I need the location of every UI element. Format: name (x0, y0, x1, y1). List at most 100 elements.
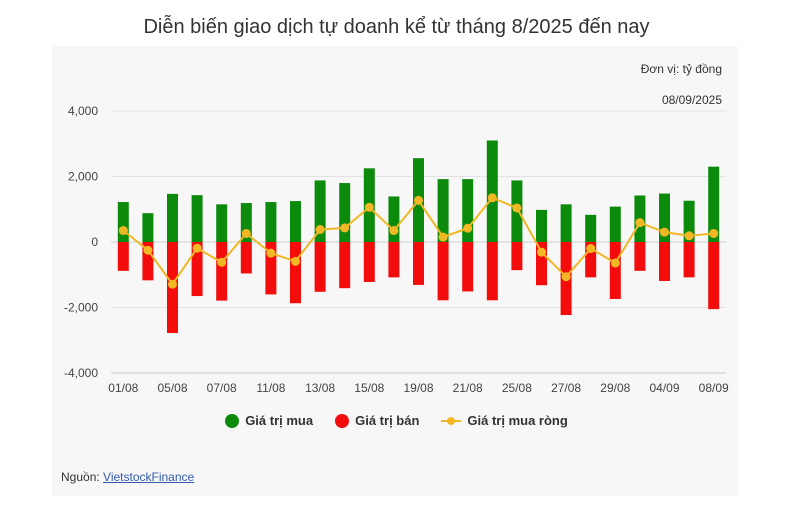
bar-sell (265, 242, 277, 295)
legend: Giá trị mua Giá trị bán Giá trị mua ròng (0, 413, 793, 428)
x-tick-label: 08/09 (699, 381, 729, 395)
bar-sell (659, 242, 670, 281)
bar-sell (240, 242, 252, 274)
x-tick-label: 11/08 (256, 381, 285, 395)
bar-sell (339, 242, 351, 289)
bar-sell (462, 242, 474, 292)
x-tick-label: 04/09 (649, 381, 679, 395)
net-point (217, 257, 227, 267)
bar-buy (659, 193, 670, 242)
net-point (635, 218, 645, 228)
x-tick-label: 07/08 (207, 381, 237, 395)
bar-buy (339, 183, 351, 242)
bar-sell (290, 242, 301, 304)
net-point (315, 225, 325, 235)
x-tick-label: 01/08 (108, 381, 138, 395)
legend-item-buy[interactable]: Giá trị mua (225, 413, 313, 428)
y-tick-label: 2,000 (68, 170, 98, 184)
x-tick-label: 19/08 (403, 381, 433, 395)
bar-sell (634, 242, 646, 271)
legend-net-label: Giá trị mua ròng (467, 413, 568, 428)
y-tick-label: -4,000 (64, 366, 98, 380)
net-point (168, 279, 177, 289)
bar-buy (388, 196, 400, 242)
net-point (438, 232, 448, 242)
x-tick-label: 05/08 (157, 381, 187, 395)
y-tick-label: 4,000 (68, 104, 98, 118)
chart-title: Diễn biến giao dịch tự doanh kể từ tháng… (143, 16, 650, 38)
bar-buy (290, 201, 301, 242)
bar-buy (486, 140, 498, 242)
bar-sell (191, 242, 203, 297)
bar-buy (585, 214, 597, 242)
bar-buy (560, 204, 572, 242)
net-point (660, 227, 669, 237)
legend-buy-symbol (225, 413, 240, 428)
bar-buy (142, 213, 154, 242)
bar-sell (609, 242, 621, 299)
bar-sell (413, 242, 424, 285)
bar-sell (388, 242, 400, 278)
bar-sell (117, 242, 129, 271)
net-point (340, 223, 350, 233)
net-point (192, 243, 202, 253)
net-point (266, 248, 276, 258)
bar-buy (462, 179, 474, 242)
bar-buy (117, 202, 129, 242)
bar-sell (363, 242, 375, 282)
x-tick-label: 21/08 (453, 381, 483, 395)
bar-buy (536, 209, 547, 242)
bar-buy (314, 180, 326, 242)
x-tick-label: 29/08 (600, 381, 630, 395)
net-point (610, 258, 620, 268)
net-point (364, 202, 374, 212)
net-point (709, 228, 719, 238)
legend-item-sell[interactable]: Giá trị bán (335, 413, 419, 428)
source: Nguồn: VietstockFinance (61, 470, 194, 484)
bar-buy (240, 203, 252, 242)
legend-sell-symbol (335, 413, 350, 428)
net-point (586, 244, 596, 254)
net-point (241, 228, 251, 238)
net-point (143, 245, 153, 255)
bar-sell (314, 242, 326, 292)
bar-buy (708, 166, 720, 242)
legend-item-net[interactable]: Giá trị mua ròng (441, 413, 568, 428)
bar-sell (216, 242, 228, 301)
net-point (389, 226, 399, 236)
bar-sell (437, 242, 449, 301)
unit-label: Đơn vị: tỷ đồng (641, 62, 722, 76)
net-point (414, 195, 423, 205)
y-tick-label: -2,000 (64, 301, 98, 315)
source-link[interactable]: VietstockFinance (103, 470, 195, 484)
bar-buy (609, 206, 621, 242)
source-label: Nguồn: (61, 470, 104, 484)
bar-buy (683, 200, 695, 242)
bar-buy (216, 204, 228, 242)
bar-buy (265, 202, 277, 242)
net-point (537, 247, 546, 257)
net-point (118, 226, 128, 236)
bar-sell (585, 242, 597, 278)
date-label: 08/09/2025 (662, 93, 722, 107)
net-point (487, 193, 497, 203)
bar-buy (167, 193, 178, 242)
bar-sell (486, 242, 498, 301)
net-point (512, 203, 522, 213)
bar-sell (142, 242, 154, 281)
bar-buy (437, 179, 449, 242)
x-tick-label: 13/08 (305, 381, 335, 395)
x-tick-label: 15/08 (354, 381, 384, 395)
x-tick-label: 27/08 (551, 381, 581, 395)
legend-buy-label: Giá trị mua (245, 413, 314, 428)
bar-sell (683, 242, 695, 278)
net-point (291, 256, 300, 266)
bar-sell (511, 242, 523, 271)
bar-sell (708, 242, 720, 310)
bar-sell (536, 242, 547, 286)
legend-sell-label: Giá trị bán (355, 413, 420, 428)
net-point (684, 231, 694, 241)
x-tick-label: 25/08 (502, 381, 532, 395)
net-point (463, 223, 473, 233)
